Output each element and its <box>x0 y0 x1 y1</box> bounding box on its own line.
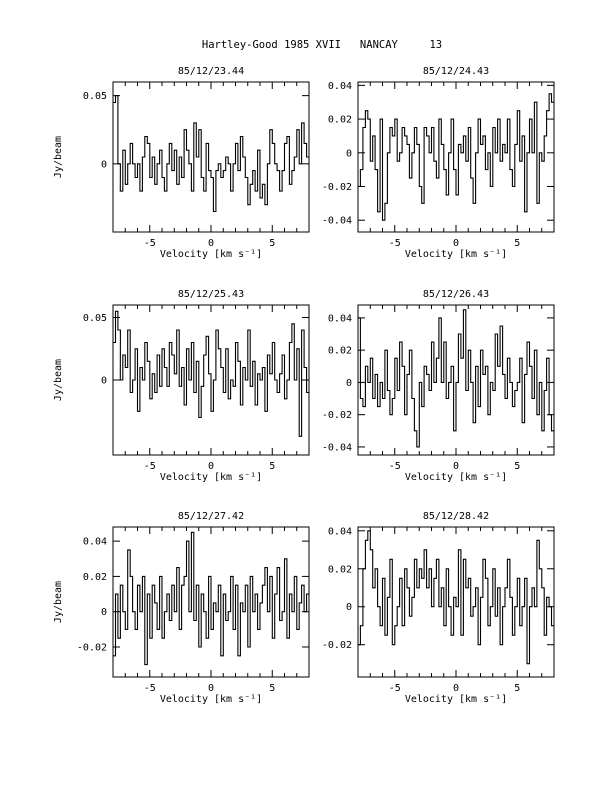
x-tick-label: 0 <box>208 461 214 472</box>
panel-title: 85/12/25.43 <box>178 289 244 300</box>
x-axis-label: Velocity [km s⁻¹] <box>405 249 507 260</box>
y-tick-label: -0.02 <box>322 182 352 193</box>
y-tick-label: 0.02 <box>328 115 352 126</box>
y-axis-label: Jy/beam <box>53 359 64 401</box>
y-tick-label: 0.04 <box>328 526 352 537</box>
y-tick-label: 0.04 <box>328 81 352 92</box>
spectrum-line <box>113 310 309 437</box>
y-tick-label: -0.04 <box>322 442 352 453</box>
x-axis-label: Velocity [km s⁻¹] <box>160 694 262 705</box>
x-tick-label: 0 <box>208 238 214 249</box>
y-tick-label: 0 <box>101 607 107 618</box>
y-tick-label: 0.04 <box>83 537 107 548</box>
y-tick-label: 0.02 <box>328 564 352 575</box>
panel-title: 85/12/28.42 <box>423 511 489 522</box>
x-axis-label: Velocity [km s⁻¹] <box>405 472 507 483</box>
x-tick-label: 5 <box>269 238 275 249</box>
x-axis-label: Velocity [km s⁻¹] <box>160 249 262 260</box>
x-tick-label: 0 <box>453 683 459 694</box>
y-tick-label: 0 <box>101 159 107 170</box>
y-tick-label: 0 <box>101 376 107 387</box>
y-tick-label: 0 <box>346 602 352 613</box>
y-tick-label: -0.04 <box>322 216 352 227</box>
x-tick-label: -5 <box>144 683 156 694</box>
panel-6: 85/12/28.42 -5 0 5 -0.02 0 0.02 0.04 Velocity [k… <box>322 511 555 705</box>
x-tick-label: -5 <box>389 461 401 472</box>
x-tick-label: 5 <box>514 238 520 249</box>
panel-title: 85/12/26.43 <box>423 289 489 300</box>
panel-5: 85/12/27.42 -5 0 5 -0.02 0 0.02 0.04 Velocity [k… <box>53 511 310 705</box>
y-tick-label: 0 <box>346 378 352 389</box>
y-tick-label: 0.02 <box>83 572 107 583</box>
x-tick-label: 5 <box>514 461 520 472</box>
y-tick-label: 0.05 <box>83 91 107 102</box>
panel-1: 85/12/23.44 -5 0 5 0 0.05 Velocity [km s⁻¹] Jy/… <box>53 66 310 260</box>
spectrum-line <box>113 95 309 213</box>
panel-title: 85/12/23.44 <box>178 66 244 77</box>
y-axis-label: Jy/beam <box>53 581 64 623</box>
x-tick-label: -5 <box>389 683 401 694</box>
x-tick-label: -5 <box>389 238 401 249</box>
y-tick-label: 0.04 <box>328 313 352 324</box>
spectrum-line <box>358 530 554 665</box>
y-axis-label: Jy/beam <box>53 136 64 178</box>
y-tick-label: 0.02 <box>328 346 352 357</box>
y-tick-label: 0 <box>346 148 352 159</box>
spectrum-line <box>358 93 554 221</box>
x-tick-label: 5 <box>269 683 275 694</box>
y-tick-label: -0.02 <box>77 643 107 654</box>
panel-2: 85/12/24.43 -5 0 5 -0.04 -0.02 0 0.02 0.04 Veloci… <box>322 66 555 260</box>
x-tick-label: 0 <box>453 238 459 249</box>
panel-3: 85/12/25.43 -5 0 5 0 0.05 Velocity [km s⁻¹] Jy/… <box>53 289 310 483</box>
x-tick-label: 5 <box>269 461 275 472</box>
panel-4: 85/12/26.43 -5 0 5 -0.04 -0.02 0 0.02 0.04 Veloci… <box>322 289 555 483</box>
x-tick-label: 5 <box>514 683 520 694</box>
y-tick-label: -0.02 <box>322 640 352 651</box>
panel-title: 85/12/27.42 <box>178 511 244 522</box>
y-tick-label: 0.05 <box>83 313 107 324</box>
x-tick-label: 0 <box>208 683 214 694</box>
x-tick-label: -5 <box>144 238 156 249</box>
x-axis-label: Velocity [km s⁻¹] <box>160 472 262 483</box>
x-axis-label: Velocity [km s⁻¹] <box>405 694 507 705</box>
panel-title: 85/12/24.43 <box>423 66 489 77</box>
spectrum-line <box>113 531 309 666</box>
x-tick-label: 0 <box>453 461 459 472</box>
y-tick-label: -0.02 <box>322 410 352 421</box>
page-title: Hartley-Good 1985 XVII NANCAY 13 <box>202 39 442 51</box>
x-tick-label: -5 <box>144 461 156 472</box>
spectrum-line <box>358 309 554 448</box>
